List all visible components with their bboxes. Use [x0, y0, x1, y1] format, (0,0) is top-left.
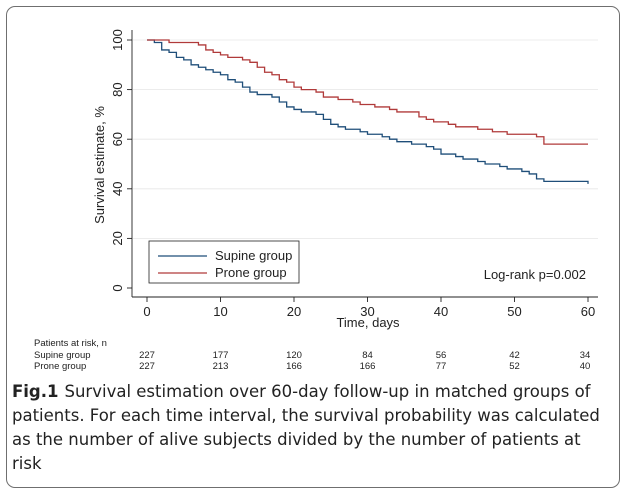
legend-label-prone: Prone group — [215, 265, 287, 280]
risk-value: 56 — [436, 350, 447, 361]
gridlines — [133, 39, 598, 239]
y-axis: 0 20 40 60 80 100 — [110, 29, 133, 297]
risk-table-header: Patients at risk, n — [34, 338, 107, 349]
x-tick-label: 10 — [213, 304, 227, 319]
x-axis-label: Time, days — [336, 315, 400, 330]
risk-value: 34 — [580, 350, 591, 361]
risk-value: 166 — [360, 361, 376, 372]
x-tick-label: 20 — [287, 304, 301, 319]
y-tick-label: 20 — [110, 231, 125, 245]
y-tick-label: 100 — [110, 29, 125, 51]
risk-value: 177 — [213, 350, 229, 361]
caption-text: Survival estimation over 60-day follow-u… — [12, 382, 600, 473]
y-tick-label: 40 — [110, 182, 125, 196]
risk-value: 120 — [286, 350, 302, 361]
survival-curves — [147, 39, 589, 184]
y-tick-label: 60 — [110, 132, 125, 146]
x-tick-label: 40 — [434, 304, 448, 319]
y-tick-label: 0 — [110, 284, 125, 291]
x-tick-label: 50 — [507, 304, 521, 319]
risk-value: 42 — [509, 350, 520, 361]
y-axis-label: Survival estimate, % — [92, 106, 107, 224]
risk-value: 213 — [213, 361, 229, 372]
prone-curve — [147, 39, 588, 145]
x-axis: 0 10 20 30 40 50 60 — [132, 296, 598, 319]
survival-chart: 0 20 40 60 80 100 0 10 20 30 40 50 60 Survival esti… — [34, 29, 598, 372]
risk-value: 166 — [286, 361, 302, 372]
risk-row-label: Supine group — [34, 350, 91, 361]
risk-value: 77 — [436, 361, 447, 372]
y-tick-label: 80 — [110, 82, 125, 96]
legend: Supine group Prone group — [148, 240, 300, 284]
x-tick-label: 60 — [581, 304, 595, 319]
figure-caption: Fig.1 Survival estimation over 60-day fol… — [12, 380, 612, 476]
risk-row-label: Prone group — [34, 361, 86, 372]
risk-value: 40 — [580, 361, 591, 372]
risk-value: 84 — [362, 350, 373, 361]
supine-curve — [147, 39, 589, 184]
risk-table: Patients at risk, n Supine group 227 177 12… — [34, 338, 590, 372]
legend-label-supine: Supine group — [215, 248, 292, 263]
legend-box — [148, 240, 300, 284]
figure-label: Fig.1 — [12, 382, 59, 401]
x-tick-label: 30 — [360, 304, 374, 319]
risk-value: 227 — [139, 350, 155, 361]
risk-value: 52 — [509, 361, 520, 372]
risk-value: 227 — [139, 361, 155, 372]
x-tick-label: 0 — [143, 304, 150, 319]
figure-frame — [6, 6, 620, 488]
logrank-annotation: Log-rank p=0.002 — [484, 267, 586, 282]
